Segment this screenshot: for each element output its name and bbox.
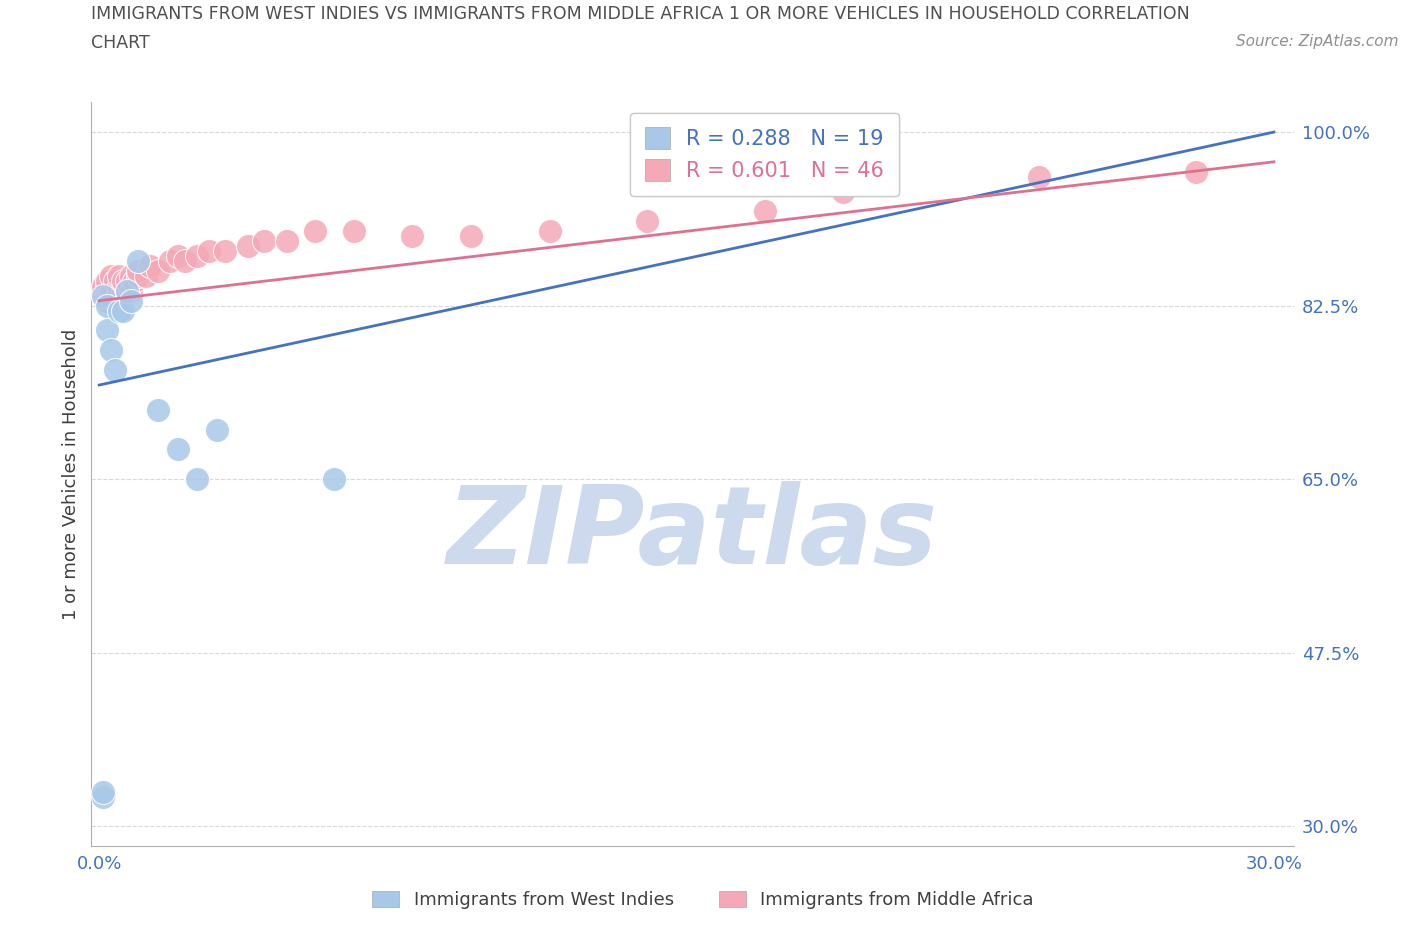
Point [186, 472, 208, 486]
Point [104, 273, 127, 288]
Point [100, 269, 122, 284]
Point [214, 244, 236, 259]
Point [205, 422, 228, 437]
Point [91, 288, 114, 303]
Point [636, 214, 658, 229]
Y-axis label: 1 or more Vehicles in Household: 1 or more Vehicles in Household [62, 328, 80, 620]
Point [146, 263, 169, 278]
Point [104, 363, 127, 378]
Point [120, 293, 142, 308]
Point [276, 233, 298, 248]
Point [115, 273, 138, 288]
Point [401, 229, 423, 244]
Point [1028, 169, 1050, 184]
Point [91, 284, 114, 299]
Text: ZIPatlas: ZIPatlas [447, 481, 938, 587]
Point [104, 293, 127, 308]
Legend: R = 0.288   N = 19, R = 0.601   N = 46: R = 0.288 N = 19, R = 0.601 N = 46 [630, 113, 898, 195]
Point [91, 278, 114, 293]
Point [253, 233, 276, 248]
Point [174, 254, 197, 269]
Point [91, 784, 114, 799]
Point [107, 284, 129, 299]
Point [111, 303, 134, 318]
Point [96, 299, 118, 313]
Point [872, 165, 894, 179]
Point [107, 269, 129, 284]
Point [166, 248, 188, 263]
Point [127, 263, 149, 278]
Point [96, 273, 118, 288]
Point [124, 273, 146, 288]
Point [96, 284, 118, 299]
Point [832, 165, 855, 179]
Point [343, 224, 366, 239]
Point [91, 790, 114, 804]
Point [91, 288, 114, 303]
Point [754, 204, 776, 219]
Text: IMMIGRANTS FROM WEST INDIES VS IMMIGRANTS FROM MIDDLE AFRICA 1 OR MORE VEHICLES : IMMIGRANTS FROM WEST INDIES VS IMMIGRANT… [91, 5, 1189, 22]
Point [1184, 165, 1206, 179]
Point [96, 293, 118, 308]
Point [146, 403, 169, 418]
Point [159, 254, 181, 269]
Point [120, 284, 142, 299]
Point [107, 303, 129, 318]
Legend: Immigrants from West Indies, Immigrants from Middle Africa: Immigrants from West Indies, Immigrants … [366, 884, 1040, 916]
Point [96, 323, 118, 338]
Point [304, 224, 326, 239]
Point [135, 269, 157, 284]
Point [107, 278, 129, 293]
Text: CHART: CHART [91, 34, 150, 52]
Point [100, 284, 122, 299]
Point [120, 269, 142, 284]
Point [127, 269, 149, 284]
Point [111, 273, 134, 288]
Point [100, 288, 122, 303]
Point [186, 248, 208, 263]
Point [538, 224, 561, 239]
Point [115, 284, 138, 299]
Point [323, 472, 346, 486]
Point [198, 244, 221, 259]
Point [139, 259, 162, 273]
Point [96, 278, 118, 293]
Point [115, 284, 138, 299]
Point [127, 254, 149, 269]
Point [832, 184, 855, 199]
Point [460, 229, 482, 244]
Point [100, 343, 122, 358]
Point [166, 442, 188, 457]
Point [236, 239, 259, 254]
Text: Source: ZipAtlas.com: Source: ZipAtlas.com [1236, 34, 1399, 49]
Point [111, 284, 134, 299]
